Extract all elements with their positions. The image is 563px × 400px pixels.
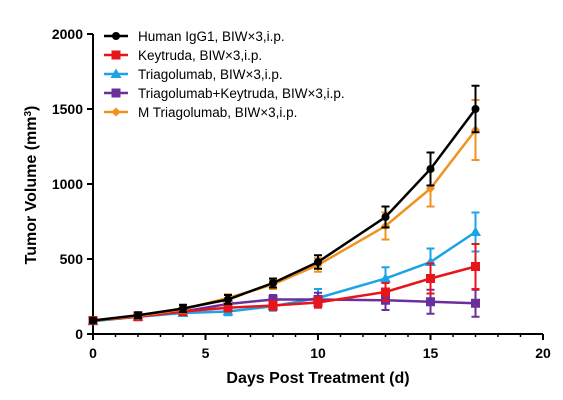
legend-item: M Triagolumab, BIW×3,i.p. (104, 105, 297, 120)
series-line (92, 298, 476, 322)
data-point (470, 226, 481, 236)
x-tick-label: 0 (89, 345, 97, 361)
y-axis-title-close: ) (23, 106, 40, 111)
y-tick-label: 0 (75, 326, 83, 342)
legend-swatch-marker (110, 68, 122, 78)
series-4 (88, 99, 480, 325)
legend-label: Keytruda, BIW×3,i.p. (138, 48, 262, 63)
x-tick-label: 5 (202, 345, 210, 361)
legend-item: Triagolumab, BIW×3,i.p. (104, 67, 283, 82)
y-tick-label: 500 (60, 251, 84, 267)
legend-item: Human IgG1, BIW×3,i.p. (104, 29, 285, 44)
x-tick-label: 15 (423, 345, 439, 361)
series-2 (87, 211, 481, 326)
legend-label: Human IgG1, BIW×3,i.p. (138, 29, 285, 44)
series-3 (88, 288, 480, 325)
x-tick-label: 10 (310, 345, 326, 361)
legend-swatch-marker (111, 50, 121, 60)
legend-swatch-marker (111, 88, 121, 98)
data-point (426, 297, 435, 307)
data-point (179, 304, 187, 313)
y-axis-title-main: Tumor Volume (mm (23, 117, 40, 265)
data-point (471, 105, 480, 113)
y-axis-title: Tumor Volume (mm3) (23, 106, 41, 265)
legend-label: Triagolumab, BIW×3,i.p. (138, 67, 283, 82)
series-0 (89, 84, 480, 325)
data-point (426, 274, 435, 283)
data-point (381, 287, 390, 297)
y-axis-title-sup: 3 (23, 111, 34, 117)
legend-swatch-marker (112, 32, 120, 40)
legend-item: Keytruda, BIW×3,i.p. (104, 48, 262, 63)
y-tick-label: 2000 (52, 26, 83, 42)
legend-item: Triagolumab+Keytruda, BIW×3,i.p. (104, 86, 345, 101)
y-tick-label: 1000 (52, 176, 83, 192)
data-point (313, 298, 323, 307)
data-point (269, 279, 277, 287)
data-point (314, 258, 322, 266)
data-point (471, 262, 480, 271)
data-point (380, 273, 391, 283)
x-axis-title: Days Post Treatment (d) (226, 370, 409, 387)
data-point (471, 298, 480, 308)
x-tick-label: 20 (535, 345, 551, 361)
data-point (89, 316, 97, 325)
legend-label: M Triagolumab, BIW×3,i.p. (138, 105, 297, 120)
y-tick-label: 1500 (52, 101, 83, 117)
data-point (223, 303, 233, 313)
data-point (224, 295, 232, 304)
legend-label: Triagolumab+Keytruda, BIW×3,i.p. (138, 86, 345, 101)
series-line (92, 108, 477, 322)
axes: 0 500 1000 1500 2000 0 5 10 15 20 (52, 26, 551, 361)
series-line (92, 129, 477, 322)
legend: Human IgG1, BIW×3,i.p. Keytruda, BIW×3,i.… (104, 29, 345, 120)
data-point (381, 213, 390, 221)
legend-swatch-marker (111, 107, 121, 117)
data-point (268, 295, 278, 304)
series-layer (87, 84, 481, 326)
data-point (268, 301, 278, 310)
data-point (134, 311, 142, 320)
data-point (426, 165, 435, 173)
